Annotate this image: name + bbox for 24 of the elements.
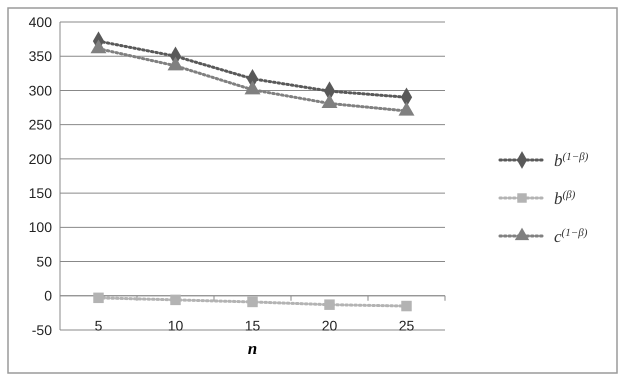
x-tick-label: 20 [322,318,338,334]
x-tick-label: 15 [244,318,260,334]
legend-label: b$^{(β)}$ [554,189,576,208]
y-tick-label: 50 [36,253,52,270]
y-tick-label: 200 [28,150,52,167]
legend-label: c$^{(1−β)}$ [554,227,588,246]
x-tick-label: 10 [168,318,184,334]
x-axis-title: n [248,339,258,358]
y-tick-label: 150 [28,185,52,202]
y-tick-label: 100 [28,219,52,236]
y-tick-label: 400 [28,14,52,30]
legend-label: b$^{(1−β)}$ [554,151,589,170]
point [170,294,181,306]
x-tick-label: 5 [94,318,103,334]
y-tick-label: 0 [44,288,52,304]
x-tick-label: 25 [398,318,414,334]
y-tick-label: 250 [28,116,52,133]
point [93,292,104,304]
point [324,299,335,310]
y-tick-label: 300 [28,82,52,98]
point [247,296,258,308]
y-tick-label: -50 [32,322,52,338]
y-tick-label: 350 [28,48,52,64]
point [401,300,412,312]
